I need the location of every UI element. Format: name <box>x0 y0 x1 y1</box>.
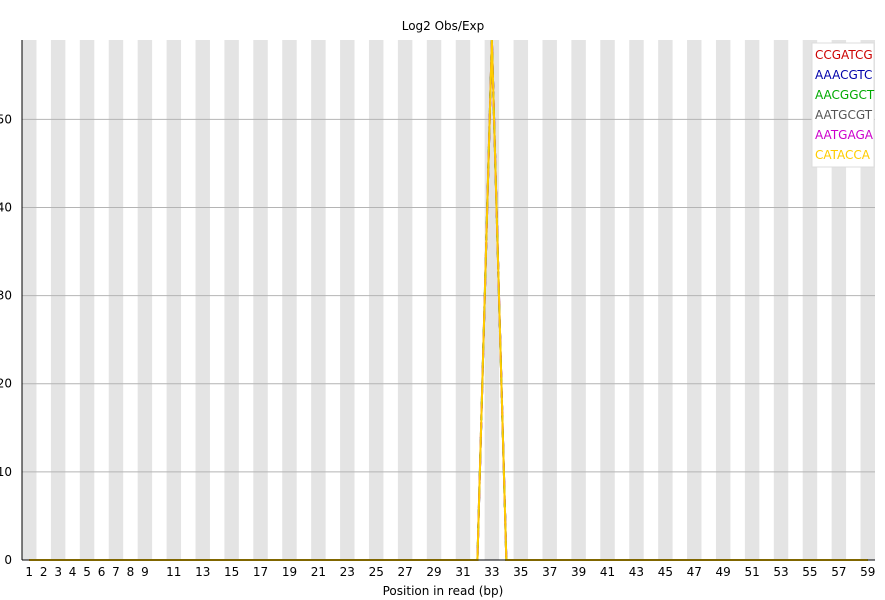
x-tick-label: 27 <box>397 565 412 579</box>
x-tick-label: 5 <box>83 565 91 579</box>
x-tick-label: 21 <box>311 565 326 579</box>
background-stripe <box>79 40 95 560</box>
background-stripe <box>831 40 847 560</box>
series-line-aacggct <box>29 39 868 561</box>
y-tick-label: 40 <box>0 200 12 214</box>
x-tick-label: 8 <box>127 565 135 579</box>
x-tick-label: 2 <box>40 565 48 579</box>
background-stripe <box>542 40 557 560</box>
x-tick-label: 39 <box>571 565 586 579</box>
x-tick-label: 17 <box>253 565 268 579</box>
x-tick-label: 4 <box>69 565 77 579</box>
background-stripe <box>744 40 760 560</box>
background-stripe <box>455 40 471 560</box>
x-tick-label: 55 <box>802 565 817 579</box>
x-tick-label: 51 <box>744 565 759 579</box>
x-tick-label: 57 <box>831 565 846 579</box>
background-stripe <box>426 40 442 560</box>
background-stripe <box>224 40 239 560</box>
series-line-aatgaga <box>29 39 868 561</box>
x-tick-label: 25 <box>369 565 384 579</box>
y-tick-label: 10 <box>0 465 12 479</box>
background-stripe <box>137 40 153 560</box>
x-tick-label: 23 <box>340 565 355 579</box>
legend-item: CATACCA <box>815 148 871 162</box>
x-tick-label: 9 <box>141 565 149 579</box>
background-stripe <box>166 40 182 560</box>
x-tick-label: 1 <box>25 565 33 579</box>
series-line-aatgcgt <box>29 39 868 561</box>
x-tick-label: 33 <box>484 565 499 579</box>
x-tick-label: 7 <box>112 565 120 579</box>
x-tick-label: 6 <box>98 565 106 579</box>
x-tick-label: 29 <box>426 565 441 579</box>
legend-item: CCGATCG <box>815 48 873 62</box>
x-tick-label: 53 <box>773 565 788 579</box>
background-stripe <box>687 40 702 560</box>
background-stripe <box>340 40 355 560</box>
background-stripe <box>311 40 326 560</box>
background-stripe <box>773 40 789 560</box>
legend-box <box>811 42 875 168</box>
background-stripe <box>50 40 66 560</box>
x-tick-label: 15 <box>224 565 239 579</box>
legend: CCGATCG AAACGTC AACGGCT AATGCGT AATGAGA CATAC… <box>811 42 875 168</box>
y-tick-label: 20 <box>0 377 12 391</box>
x-tick-label: 45 <box>658 565 673 579</box>
background-stripe <box>513 40 529 560</box>
x-tick-label: 19 <box>282 565 297 579</box>
x-tick-label: 41 <box>600 565 615 579</box>
series-layer <box>29 39 868 561</box>
legend-item: AATGAGA <box>815 128 874 142</box>
background-stripe <box>368 40 384 560</box>
series-line-aaacgtc <box>29 39 868 561</box>
x-tick-label: 37 <box>542 565 557 579</box>
x-tick-label: 11 <box>166 565 181 579</box>
x-tick-label: 13 <box>195 565 210 579</box>
background-stripe <box>600 40 615 560</box>
legend-item: AATGCGT <box>815 108 873 122</box>
series-line-catacca <box>29 39 868 561</box>
legend-item: AACGGCT <box>815 88 875 102</box>
y-tick-label: 30 <box>0 289 12 303</box>
background-stripe <box>658 40 673 560</box>
x-tick-label: 49 <box>716 565 731 579</box>
y-tick-label: 50 <box>0 112 12 126</box>
background-stripe <box>282 40 297 560</box>
background-stripe <box>860 40 875 560</box>
gridlines <box>22 118 875 473</box>
x-tick-label: 31 <box>455 565 470 579</box>
chart-title: Log2 Obs/Exp <box>402 19 485 33</box>
background-stripe <box>715 40 731 560</box>
x-axis-label: Position in read (bp) <box>383 584 504 598</box>
legend-item: AAACGTC <box>815 68 872 82</box>
background-stripe <box>397 40 413 560</box>
y-tick-label: 0 <box>4 553 12 567</box>
x-tick-label: 35 <box>513 565 528 579</box>
background-stripe <box>571 40 586 560</box>
background-stripe <box>629 40 644 560</box>
x-tick-label: 59 <box>860 565 875 579</box>
background-stripe <box>195 40 210 560</box>
x-tick-label: 3 <box>54 565 62 579</box>
background-stripe <box>802 40 818 560</box>
background-stripe <box>108 40 124 560</box>
background-stripe <box>484 40 500 560</box>
x-tick-label: 43 <box>629 565 644 579</box>
background-stripes <box>22 40 875 560</box>
background-stripe <box>22 40 37 560</box>
background-stripe <box>253 40 268 560</box>
series-line-ccgatcg <box>29 39 868 561</box>
x-tick-label: 47 <box>687 565 702 579</box>
